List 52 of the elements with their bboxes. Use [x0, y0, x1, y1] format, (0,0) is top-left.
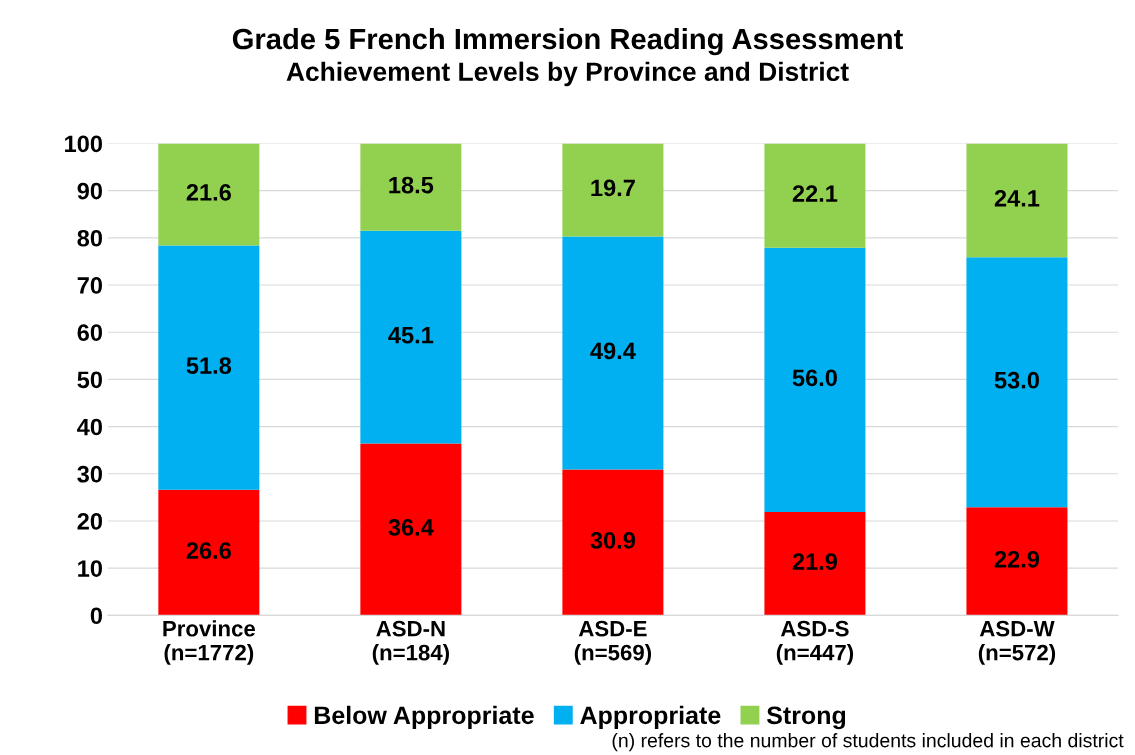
bar	[562, 236, 664, 470]
y-tick-label: 0	[90, 607, 102, 625]
bar	[158, 143, 260, 246]
bar	[360, 230, 462, 444]
y-tick-label: 70	[77, 277, 102, 294]
text: 18.5	[389, 176, 434, 194]
bar	[764, 143, 866, 248]
bar	[966, 507, 1068, 616]
y-tick-label: 90	[77, 182, 102, 200]
text: 49.4	[590, 342, 636, 360]
text: 30.9	[590, 532, 635, 549]
text: 45.1	[388, 327, 434, 344]
bar	[158, 489, 260, 616]
text: 26.6	[186, 542, 231, 559]
y-tick-label: 50	[77, 371, 102, 389]
x-tick-label: ASD-W (n=572)	[978, 620, 1056, 665]
text: 56.0	[792, 369, 837, 387]
y-tick-label: 100	[65, 135, 102, 153]
bar	[764, 511, 866, 616]
bar	[562, 469, 664, 616]
text: 53.0	[994, 371, 1039, 389]
bar	[764, 247, 866, 512]
text: (n) refers to the number of students included in each district	[612, 733, 1124, 752]
x-tick-label: Province (n=1772)	[163, 620, 256, 665]
bar	[966, 143, 1068, 258]
text: 51.8	[186, 357, 232, 374]
bar	[158, 245, 260, 490]
x-tick-label: ASD-S (n=447)	[776, 620, 854, 665]
legend-label: Appropriate	[580, 705, 721, 730]
text: 36.4	[388, 519, 434, 536]
y-tick-label: 30	[77, 465, 102, 483]
text: 21.9	[792, 553, 838, 570]
y-tick-label: 60	[77, 324, 102, 341]
text: 21.6	[186, 184, 231, 201]
bar	[562, 143, 664, 237]
y-tick-label: 40	[77, 418, 102, 436]
text: 22.9	[994, 550, 1040, 568]
y-tick-label: 10	[78, 560, 102, 577]
chart-title: Grade 5 French Immersion Reading Assessment	[232, 27, 903, 56]
text: 24.1	[994, 189, 1040, 207]
text: 22.1	[792, 185, 838, 202]
bar	[360, 443, 462, 616]
y-tick-label: 80	[77, 229, 102, 247]
y-tick-label: 20	[77, 513, 102, 530]
bar	[966, 257, 1068, 508]
legend-label: Strong	[766, 706, 846, 730]
chart-subtitle: Achievement Levels by Province and District	[286, 61, 849, 87]
bar	[360, 143, 462, 231]
legend-label: Below Appropriate	[314, 705, 534, 730]
x-tick-label: ASD-E (n=569)	[574, 620, 652, 665]
x-tick-label: ASD-N (n=184)	[372, 620, 449, 665]
text: 19.7	[591, 179, 635, 197]
